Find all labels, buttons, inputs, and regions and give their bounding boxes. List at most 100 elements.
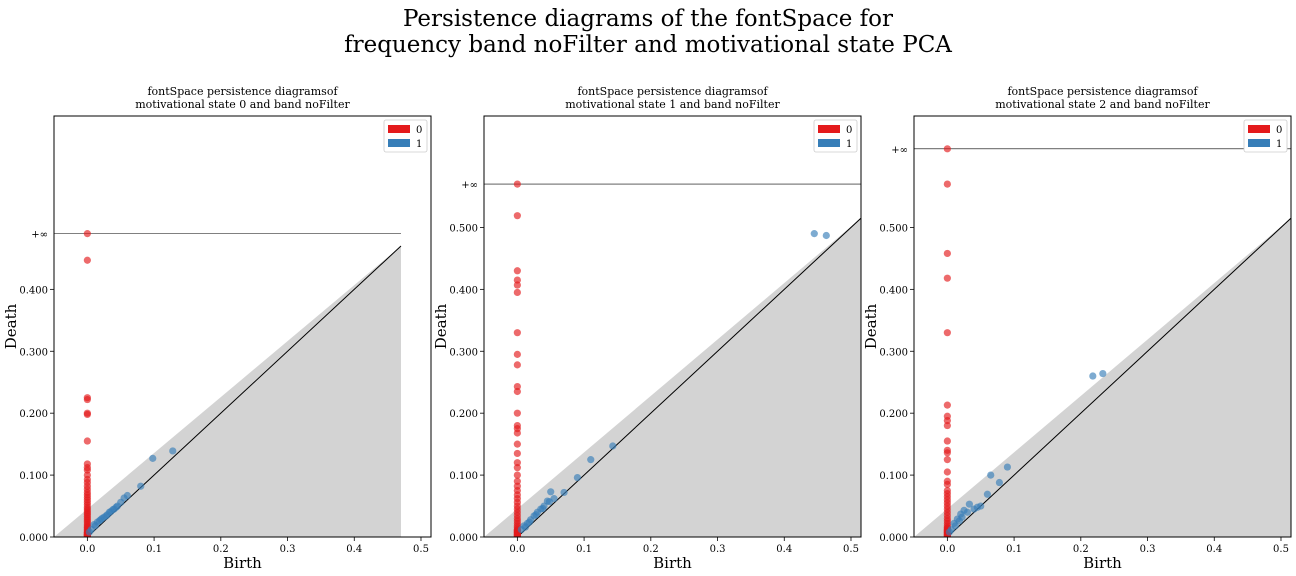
y-tick-label: 0.400 [879,285,908,296]
x-tick-label: 0.1 [146,544,162,555]
x-tick-label: 0.2 [1073,544,1089,555]
x-tick-label: 0.0 [939,544,955,555]
point-h0-8 [513,361,521,369]
point-h1-4 [987,471,995,479]
point-h0-12 [943,456,951,464]
point-h0-18 [513,464,521,472]
y-tick-label: 0.100 [449,471,478,482]
point-h0-3 [83,395,91,404]
y-tick-label: 0.200 [879,409,908,420]
point-h0-13 [943,468,951,476]
legend-swatch-1 [1248,139,1270,147]
infinity-tick-label: +∞ [891,145,908,156]
point-h1-0 [149,454,157,462]
figure-title: Persistence diagrams of the fontSpace fo… [0,6,1296,58]
persistence-panel-1: +∞ 0.0 0.1 0.2 0.3 0.4 0.5 0.000 0.100 0.200 0.300… [432,85,862,572]
legend-label-0: 0 [1276,125,1282,136]
point-h0-3 [513,276,521,284]
x-tick-label: 0.5 [843,544,859,555]
x-tick-label: 0.4 [1206,544,1222,555]
diagonal-region [484,218,861,537]
point-h0-9 [83,466,91,474]
point-h0-11 [513,409,521,417]
point-h1-8 [965,500,973,508]
y-tick-label: 0.200 [449,409,478,420]
point-h0-11 [943,449,951,457]
point-h1-22 [112,503,120,511]
point-h1-15 [85,528,93,536]
point-h0-19 [513,471,521,479]
legend-label-0: 0 [416,125,422,136]
point-h0-1 [83,256,91,264]
point-h1-17 [958,513,966,521]
diagonal-line [516,217,861,537]
x-tick-label: 0.4 [776,544,792,555]
panel-title-line2: motivational state 1 and band noFilter [565,98,780,111]
point-h1-21 [545,498,553,506]
x-tick-label: 0.3 [710,544,726,555]
point-h0-14 [513,429,521,437]
point-h1-2 [609,442,617,450]
point-h0-7 [943,417,951,425]
panel-title-line2: motivational state 0 and band noFilter [135,98,350,111]
point-h1-3 [995,478,1004,487]
point-h0-6 [83,437,91,445]
x-tick-label: 0.2 [213,544,229,555]
x-axis-label: Birth [1083,554,1122,572]
point-h1-0 [1089,372,1097,380]
legend-swatch-0 [1248,125,1270,133]
panel-title-line2: motivational state 2 and band noFilter [995,98,1210,111]
point-h1-18 [525,518,533,526]
x-tick-label: 0.5 [413,544,429,555]
point-h0-7 [513,350,521,358]
point-h1-5 [560,488,568,497]
panel-title-line1: fontSpace persistence diagramsof [147,85,338,98]
legend-label-1: 1 [846,139,852,150]
point-h1-14 [945,528,953,536]
point-h0-4 [513,281,521,289]
legend-swatch-1 [818,139,840,147]
legend: 01 [383,119,428,153]
point-h0-1 [943,180,951,188]
y-tick-label: 0.300 [19,347,48,358]
point-h1-17 [521,523,529,531]
x-tick-label: 0.0 [509,544,525,555]
x-tick-label: 0.1 [576,544,592,555]
x-tick-label: 0.1 [1006,544,1022,555]
y-tick-label: 0.100 [19,471,48,482]
y-tick-label: 0.200 [19,409,48,420]
y-tick-label: 0.000 [449,533,478,544]
diagonal-region [914,218,1291,537]
y-tick-label: 0.000 [879,533,908,544]
point-h1-15 [951,522,959,530]
figure-title-line1: Persistence diagrams of the fontSpace fo… [402,6,894,32]
point-h1-3 [587,456,595,464]
panel-title-line1: fontSpace persistence diagramsof [1007,85,1198,98]
point-h0-8 [943,421,951,430]
axes-frame [53,115,432,538]
point-h1-0 [810,230,818,238]
point-h0-3 [943,274,951,282]
point-h1-5 [983,490,991,498]
point-h1-1 [1099,369,1107,378]
y-axis-label: Death [432,303,450,349]
point-h0-2 [513,267,521,275]
points-layer [943,145,1107,537]
points-layer [83,230,177,537]
y-tick-label: 0.000 [19,533,48,544]
y-tick-label: 0.100 [879,471,908,482]
y-axis-label: Death [2,303,20,349]
legend-label-0: 0 [846,125,852,136]
infinity-tick-label: +∞ [461,180,478,191]
x-tick-label: 0.2 [643,544,659,555]
point-h1-18 [963,508,971,516]
y-tick-label: 0.500 [449,223,478,234]
point-h0-0 [83,230,91,238]
infinity-tick-label: +∞ [31,230,48,241]
diagonal-region [54,246,401,537]
point-h0-9 [513,382,521,391]
legend: 01 [813,119,858,153]
x-tick-label: 0.0 [79,544,95,555]
point-h0-10 [513,387,521,396]
